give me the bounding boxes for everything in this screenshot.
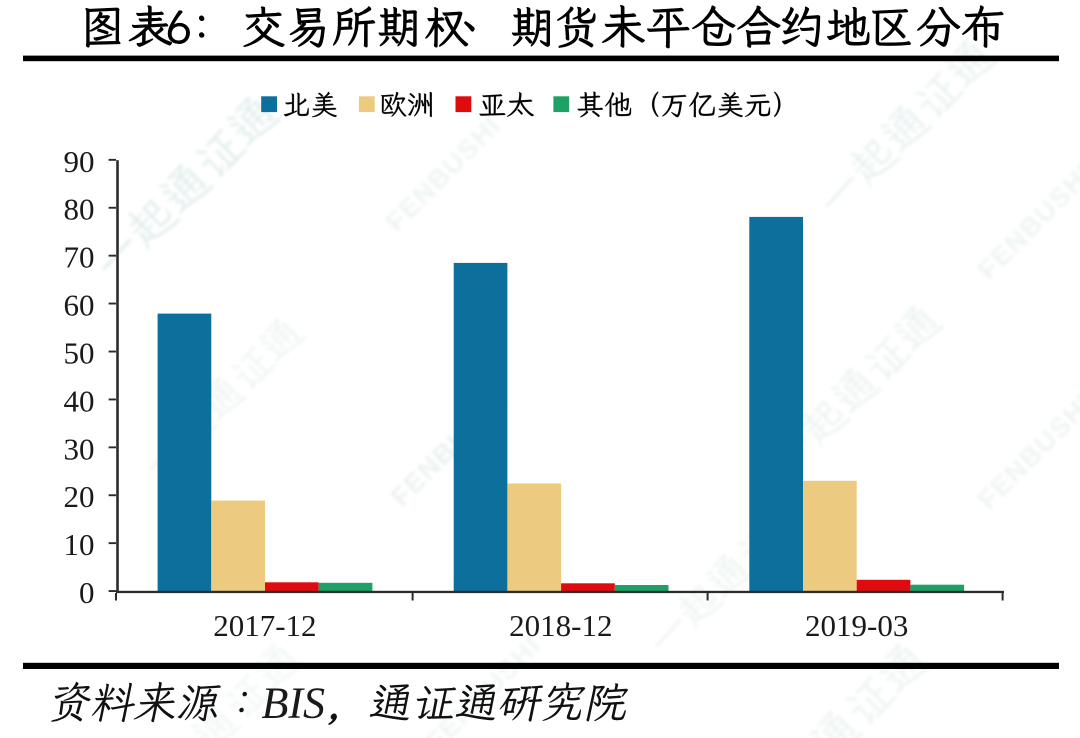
svg-text:BIS: BIS [262, 679, 326, 728]
svg-text:90: 90 [64, 144, 95, 179]
svg-text:80: 80 [64, 192, 95, 227]
svg-text:10: 10 [64, 527, 95, 562]
svg-text:2017-12: 2017-12 [213, 608, 316, 643]
svg-text:FENBUSHI: FENBUSHI [380, 110, 507, 237]
svg-text:70: 70 [64, 240, 95, 275]
svg-text:40: 40 [64, 383, 95, 418]
svg-text:30: 30 [64, 431, 95, 466]
svg-text:2018-12: 2018-12 [509, 608, 612, 643]
svg-text:20: 20 [64, 479, 95, 514]
svg-text:FENBUSHI: FENBUSHI [972, 158, 1080, 285]
svg-text:0: 0 [79, 575, 95, 610]
svg-text:60: 60 [64, 288, 95, 323]
svg-text:FENBUSHI: FENBUSHI [972, 388, 1080, 515]
svg-text:50: 50 [64, 336, 95, 371]
svg-text:FENBUSHI: FENBUSHI [420, 630, 547, 738]
svg-text:2019-03: 2019-03 [805, 608, 908, 643]
